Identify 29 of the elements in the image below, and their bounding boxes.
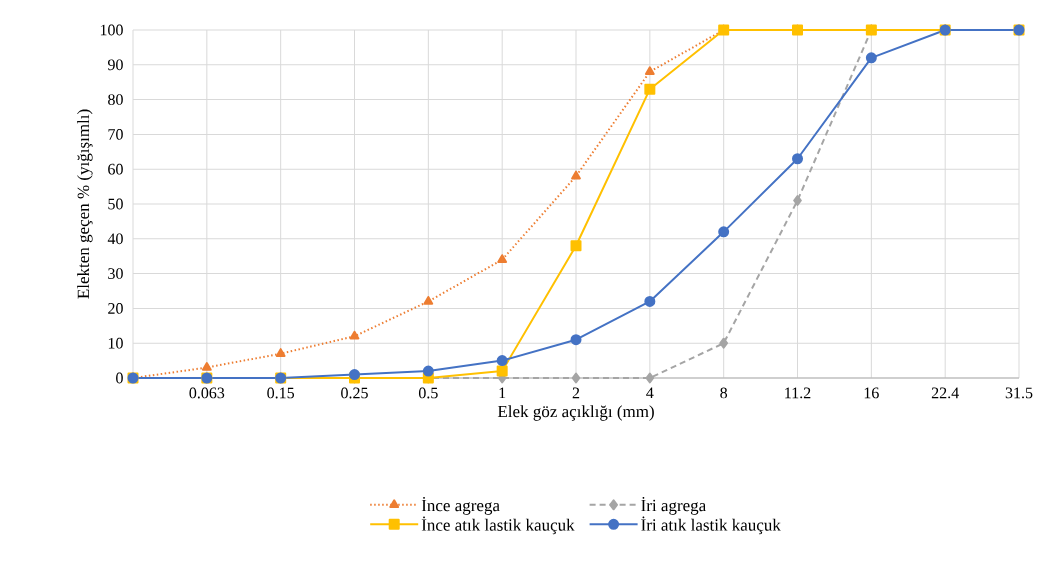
y-tick-label: 40 bbox=[107, 233, 123, 245]
y-axis-title: Elekten geçen % (yığışımlı) bbox=[77, 109, 93, 299]
y-tick-label: 60 bbox=[108, 163, 123, 175]
x-tick-label: 22.4 bbox=[931, 387, 959, 399]
y-tick-label: 100 bbox=[100, 24, 123, 36]
x-tick-label: 8 bbox=[720, 387, 728, 399]
y-tick-label: 10 bbox=[108, 337, 123, 349]
x-tick-label: 4 bbox=[646, 387, 654, 399]
x-tick-label: 0.063 bbox=[189, 387, 225, 399]
legend-label: İri agrega bbox=[641, 497, 706, 515]
legend-label: İnce atık lastik kauçuk bbox=[421, 516, 575, 535]
legend-label: İri atık lastik kauçuk bbox=[641, 516, 781, 535]
x-tick-label: 1 bbox=[499, 387, 506, 399]
x-tick-label: 31.5 bbox=[1005, 387, 1033, 399]
y-tick-label: 80 bbox=[108, 94, 123, 105]
y-tick-label: 30 bbox=[108, 268, 123, 279]
x-tick-label: 2 bbox=[572, 387, 580, 399]
y-tick-label: 20 bbox=[108, 303, 123, 314]
y-tick-label: 90 bbox=[107, 59, 123, 71]
x-axis-title: Elek göz açıklığı (mm) bbox=[497, 405, 654, 421]
x-tick-label: 0.15 bbox=[267, 387, 295, 399]
y-tick-label: 70 bbox=[108, 129, 123, 140]
y-tick-label: 0 bbox=[116, 372, 123, 384]
x-tick-label: 11.2 bbox=[785, 387, 811, 399]
y-tick-label: 50 bbox=[108, 198, 123, 210]
legend-label: İnce agrega bbox=[421, 497, 500, 515]
x-tick-label: 0.5 bbox=[418, 387, 438, 399]
x-tick-label: 16 bbox=[864, 387, 879, 399]
x-tick-label: 0.25 bbox=[341, 387, 368, 399]
